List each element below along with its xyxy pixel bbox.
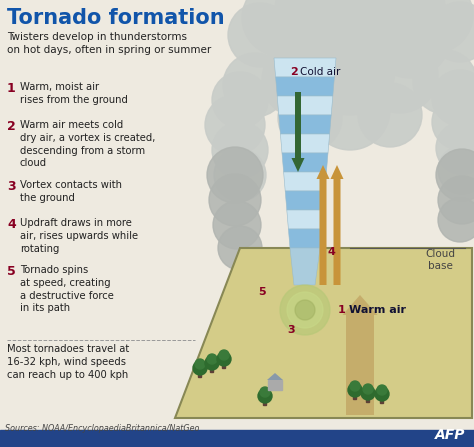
Circle shape: [432, 94, 474, 150]
Polygon shape: [175, 248, 472, 418]
Circle shape: [209, 174, 261, 226]
Polygon shape: [275, 77, 334, 96]
Polygon shape: [282, 153, 328, 172]
Circle shape: [295, 300, 315, 320]
Circle shape: [219, 350, 229, 360]
Text: Warm air: Warm air: [349, 305, 406, 315]
Circle shape: [361, 386, 375, 400]
Circle shape: [375, 387, 389, 401]
Circle shape: [438, 198, 474, 242]
FancyArrow shape: [317, 165, 329, 285]
Circle shape: [262, 42, 338, 118]
Circle shape: [280, 285, 330, 335]
Text: Updraft draws in more
air, rises upwards while
rotating: Updraft draws in more air, rises upwards…: [20, 218, 138, 253]
Circle shape: [214, 149, 266, 201]
Circle shape: [308, 0, 412, 87]
Polygon shape: [283, 172, 327, 191]
Circle shape: [212, 122, 268, 178]
Polygon shape: [267, 373, 283, 380]
Text: 5: 5: [258, 287, 265, 297]
FancyArrow shape: [330, 165, 344, 285]
Circle shape: [355, 0, 445, 53]
Circle shape: [432, 70, 474, 126]
Circle shape: [205, 95, 265, 155]
Circle shape: [217, 352, 231, 366]
Circle shape: [242, 0, 318, 56]
Circle shape: [213, 201, 261, 249]
Circle shape: [228, 3, 292, 67]
Circle shape: [436, 122, 474, 174]
Text: 1: 1: [338, 305, 346, 315]
Text: Warm air meets cold
dry air, a vortex is created,
descending from a storm
cloud: Warm air meets cold dry air, a vortex is…: [20, 120, 155, 169]
Text: Twisters develop in thunderstorms
on hot days, often in spring or summer: Twisters develop in thunderstorms on hot…: [7, 32, 211, 55]
Bar: [268, 380, 282, 390]
Polygon shape: [285, 191, 325, 210]
Bar: [354, 392, 356, 399]
Polygon shape: [290, 248, 320, 285]
Text: Tornado spins
at speed, creating
a destructive force
in its path: Tornado spins at speed, creating a destr…: [20, 265, 114, 313]
Text: Sources: NOAA/EncyclopaediaBritannica/NatGeo: Sources: NOAA/EncyclopaediaBritannica/Na…: [5, 424, 200, 433]
Text: 3: 3: [7, 180, 16, 193]
Circle shape: [310, 70, 390, 150]
Circle shape: [258, 389, 272, 403]
Circle shape: [218, 226, 262, 270]
Text: 4: 4: [7, 218, 16, 231]
Circle shape: [358, 83, 422, 147]
Circle shape: [278, 86, 342, 150]
Text: AFP: AFP: [435, 428, 465, 442]
Circle shape: [275, 0, 365, 55]
Circle shape: [195, 359, 205, 369]
Text: Tornado formation: Tornado formation: [7, 8, 225, 28]
Circle shape: [212, 72, 268, 128]
Circle shape: [436, 149, 474, 201]
Bar: [264, 398, 266, 405]
FancyArrow shape: [343, 295, 377, 415]
Circle shape: [260, 387, 270, 397]
Bar: [222, 361, 226, 368]
Text: Most tornadoes travel at
16-32 kph, wind speeds
can reach up to 400 kph: Most tornadoes travel at 16-32 kph, wind…: [7, 344, 129, 380]
Text: 1: 1: [7, 82, 16, 95]
Circle shape: [362, 37, 438, 113]
Text: 2: 2: [290, 67, 298, 77]
Circle shape: [350, 381, 360, 391]
Circle shape: [207, 354, 217, 364]
Text: 3: 3: [287, 325, 295, 335]
Polygon shape: [287, 210, 323, 229]
Bar: [381, 396, 383, 403]
Circle shape: [413, 50, 474, 114]
Polygon shape: [288, 229, 321, 248]
Circle shape: [363, 384, 373, 394]
Circle shape: [270, 0, 350, 80]
Polygon shape: [277, 96, 333, 115]
Circle shape: [305, 0, 415, 60]
Circle shape: [438, 146, 474, 194]
Polygon shape: [281, 134, 329, 153]
Text: 5: 5: [7, 265, 16, 278]
Circle shape: [193, 361, 207, 375]
Circle shape: [377, 385, 387, 395]
Bar: [210, 365, 213, 372]
Polygon shape: [274, 58, 336, 77]
Text: 2: 2: [7, 120, 16, 133]
Circle shape: [438, 176, 474, 224]
Circle shape: [223, 53, 287, 117]
Bar: [366, 395, 370, 402]
Circle shape: [287, 292, 323, 328]
Bar: [199, 370, 201, 377]
Text: Cloud
base: Cloud base: [425, 249, 455, 271]
Bar: [0, 430, 474, 447]
Text: Warm, moist air
rises from the ground: Warm, moist air rises from the ground: [20, 82, 128, 105]
Text: 4: 4: [328, 247, 336, 257]
Circle shape: [370, 0, 450, 78]
Text: Cold air: Cold air: [300, 67, 340, 77]
FancyArrow shape: [292, 92, 304, 172]
Circle shape: [205, 356, 219, 370]
Circle shape: [305, 25, 395, 115]
Text: Vortex contacts with
the ground: Vortex contacts with the ground: [20, 180, 122, 203]
Circle shape: [397, 0, 473, 53]
Circle shape: [430, 2, 474, 62]
Circle shape: [348, 383, 362, 397]
Circle shape: [207, 147, 263, 203]
Polygon shape: [279, 115, 331, 134]
